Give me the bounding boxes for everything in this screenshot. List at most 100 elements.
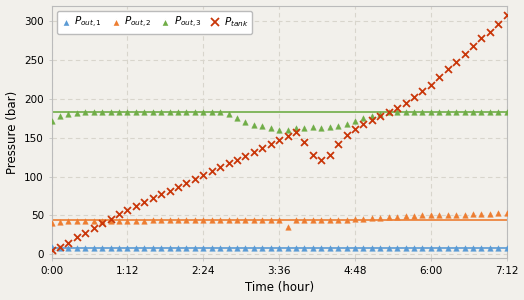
Point (435, 246, 443, 250)
Point (140, 218, 148, 223)
Point (401, 110, 410, 115)
Point (300, 218, 309, 223)
Point (385, 110, 393, 115)
Point (376, 114, 385, 118)
Point (123, 246, 132, 250)
Point (106, 218, 115, 223)
Point (376, 111, 385, 116)
Point (325, 124, 334, 129)
Point (418, 246, 427, 250)
Point (191, 218, 199, 223)
Point (292, 218, 300, 223)
Point (334, 124, 342, 128)
Point (90, 218, 98, 223)
Point (494, 22, 503, 27)
Point (81, 110, 90, 115)
Point (385, 214, 393, 219)
Point (216, 110, 224, 115)
Point (401, 246, 410, 250)
Point (401, 214, 410, 219)
Point (199, 110, 208, 115)
Point (267, 126, 275, 131)
Point (410, 110, 418, 115)
Point (81, 218, 90, 223)
Point (140, 110, 148, 115)
Point (359, 216, 367, 221)
Point (300, 139, 309, 144)
Point (216, 218, 224, 223)
Point (182, 180, 191, 185)
Point (351, 217, 359, 222)
Point (477, 246, 486, 250)
Point (56, 244, 64, 249)
Point (351, 118, 359, 123)
Point (427, 246, 435, 250)
Point (283, 225, 292, 230)
Point (98, 218, 106, 223)
Point (427, 110, 435, 115)
Point (292, 130, 300, 135)
Point (443, 246, 452, 250)
Point (56, 246, 64, 250)
Point (469, 44, 477, 48)
Point (233, 116, 241, 121)
Point (393, 214, 401, 219)
Point (98, 221, 106, 226)
Point (241, 218, 249, 223)
Point (106, 216, 115, 221)
Point (317, 125, 325, 130)
Point (342, 218, 351, 223)
Point (157, 110, 165, 115)
Point (452, 246, 460, 250)
Point (208, 110, 216, 115)
Point (385, 110, 393, 115)
Point (165, 246, 173, 250)
Point (368, 246, 376, 250)
Point (249, 122, 258, 127)
Point (191, 110, 199, 115)
Point (73, 235, 81, 240)
Point (98, 110, 106, 115)
Point (452, 110, 460, 115)
Point (267, 218, 275, 223)
Point (90, 110, 98, 115)
Point (461, 246, 469, 250)
Point (174, 218, 182, 223)
Point (443, 67, 452, 72)
Point (325, 246, 334, 250)
Y-axis label: Pressure (bar): Pressure (bar) (6, 90, 18, 173)
Point (275, 128, 283, 132)
Point (469, 110, 477, 115)
Point (309, 246, 317, 250)
Point (334, 246, 342, 250)
Point (477, 212, 486, 216)
Point (359, 116, 367, 121)
Point (267, 246, 275, 250)
Point (317, 246, 325, 250)
Point (233, 157, 241, 162)
Point (199, 173, 208, 178)
Point (174, 184, 182, 189)
Point (115, 246, 123, 250)
Point (283, 134, 292, 139)
Point (317, 157, 325, 162)
Point (461, 212, 469, 217)
Point (309, 152, 317, 157)
Point (148, 218, 157, 223)
Point (249, 246, 258, 250)
Point (275, 218, 283, 223)
Point (216, 165, 224, 170)
Point (132, 110, 140, 115)
Point (224, 161, 233, 166)
Point (216, 246, 224, 250)
Point (191, 246, 199, 250)
Point (165, 218, 173, 223)
Point (368, 118, 376, 122)
Point (182, 110, 191, 115)
Point (292, 246, 300, 250)
Point (208, 246, 216, 250)
Point (283, 246, 292, 250)
Point (64, 218, 72, 223)
Point (115, 110, 123, 115)
Point (258, 124, 266, 128)
